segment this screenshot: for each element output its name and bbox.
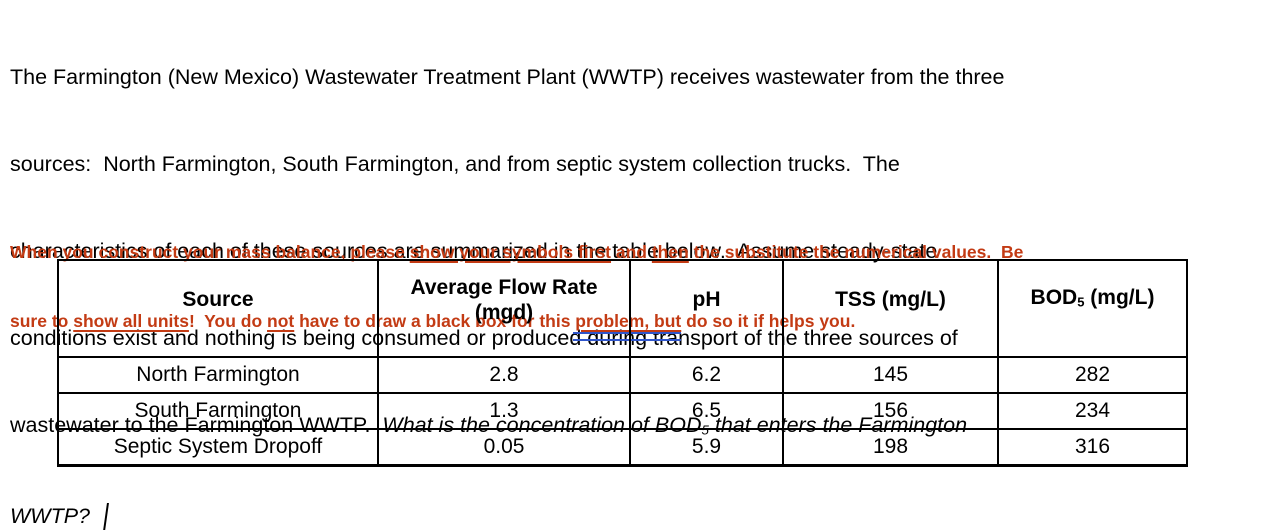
text-line: sources: North Farmington, South Farming… bbox=[10, 150, 1280, 179]
cell-ph: 5.9 bbox=[629, 428, 784, 466]
table-row-septic-system-dropoff: Septic System Dropoff 0.05 5.9 198 316 bbox=[57, 428, 1188, 466]
text-run: the substitute the numerical values. Be bbox=[688, 242, 1024, 262]
text-line: The Farmington (New Mexico) Wastewater T… bbox=[10, 63, 1280, 92]
cell-flow-rate: 0.05 bbox=[377, 428, 631, 466]
cell-source: Septic System Dropoff bbox=[57, 428, 379, 466]
col-header-label: (mgd) bbox=[474, 300, 534, 324]
text-line: When you construct your mass balance, pl… bbox=[10, 241, 1280, 264]
col-header-label: pH bbox=[692, 288, 721, 311]
col-header-tss: TSS (mg/L) bbox=[782, 259, 999, 358]
cell-tss: 156 bbox=[782, 392, 999, 430]
underlined-text-run: then bbox=[651, 242, 689, 262]
col-header-source: Source bbox=[57, 259, 379, 358]
cell-bod5: 282 bbox=[997, 356, 1188, 394]
source-characteristics-table: Source Average Flow Rate (mgd) pH TSS (mg… bbox=[57, 259, 1188, 467]
cell-flow-rate: 2.8 bbox=[377, 356, 631, 394]
col-header-label: (mg/L) bbox=[1084, 285, 1155, 309]
table-row-north-farmington: North Farmington 2.8 6.2 145 282 bbox=[57, 356, 1188, 394]
col-header-ph: pH bbox=[629, 259, 784, 358]
cell-tss: 198 bbox=[782, 428, 999, 466]
cell-tss: 145 bbox=[782, 356, 999, 394]
col-header-label: TSS (mg/L) bbox=[835, 288, 946, 311]
col-header-label: BOD bbox=[1030, 285, 1078, 309]
table-row-south-farmington: South Farmington 1.3 6.5 156 234 bbox=[57, 392, 1188, 430]
text-run: When you construct your mass balance, pl… bbox=[10, 242, 410, 262]
col-header-label: Source bbox=[182, 288, 254, 311]
text-run: and bbox=[611, 242, 652, 262]
text-line: characteristics of each of these sources… bbox=[10, 237, 1280, 266]
cell-bod5: 316 bbox=[997, 428, 1188, 466]
cell-source: North Farmington bbox=[57, 356, 379, 394]
cell-source: South Farmington bbox=[57, 392, 379, 430]
cell-bod5: 234 bbox=[997, 392, 1188, 430]
cell-flow-rate: 1.3 bbox=[377, 392, 631, 430]
cell-ph: 6.2 bbox=[629, 356, 784, 394]
underlined-text-run: show your symbols first bbox=[409, 242, 612, 262]
col-header-label: Average Flow Rate bbox=[410, 275, 598, 299]
text-line: WWTP? bbox=[10, 502, 1280, 530]
cell-ph: 6.5 bbox=[629, 392, 784, 430]
bod-subscript: 5 bbox=[1077, 294, 1085, 310]
table-header-row: Source Average Flow Rate (mgd) pH TSS (mg… bbox=[57, 259, 1188, 358]
col-header-flow-rate: Average Flow Rate (mgd) bbox=[377, 259, 631, 358]
text-run: characteristics of each of these sources… bbox=[10, 239, 938, 263]
question-text-run: WWTP? bbox=[10, 504, 91, 529]
col-header-bod5: BOD5 (mg/L) bbox=[997, 259, 1188, 358]
text-run: sources: North Farmington, South Farming… bbox=[10, 152, 900, 176]
text-cursor bbox=[103, 503, 109, 530]
text-run: The Farmington (New Mexico) Wastewater T… bbox=[10, 65, 1005, 89]
